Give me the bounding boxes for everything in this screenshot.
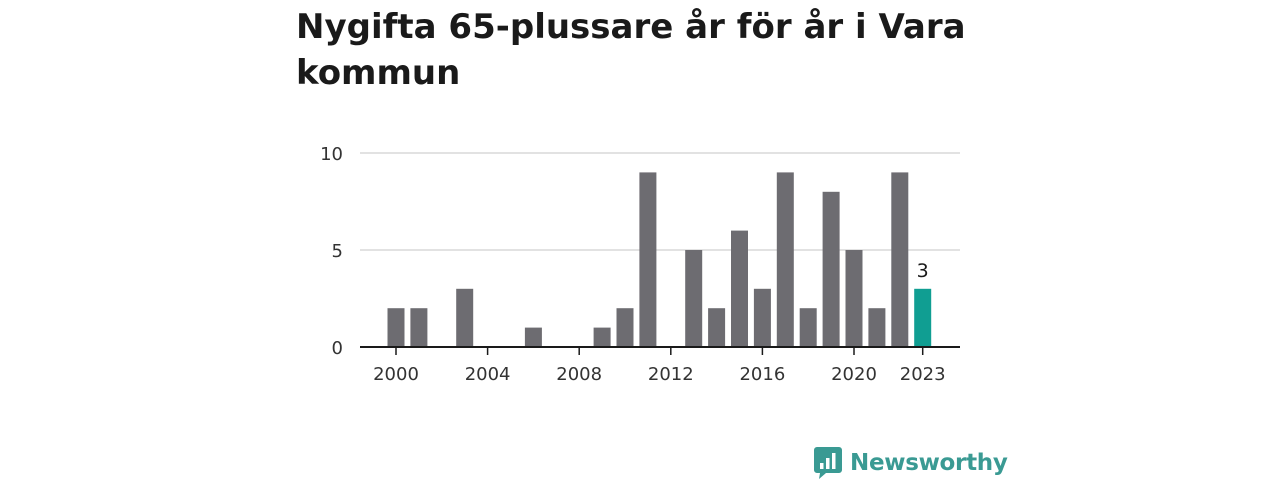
bar (593, 327, 611, 347)
bar (776, 172, 794, 347)
x-tick-label: 2016 (739, 364, 785, 385)
chart-title: Nygifta 65-plussare år för år i Vara kom… (296, 7, 966, 93)
bar (753, 288, 771, 347)
x-axis: 2000 2004 2008 2012 2016 2020 2023 (360, 346, 960, 385)
bar (524, 327, 542, 347)
x-tick-label: 2004 (465, 364, 511, 385)
bar (387, 308, 405, 347)
x-tick-label: 2008 (556, 364, 602, 385)
brand-name: Newsworthy (850, 450, 1008, 476)
data-label: 3 (917, 260, 929, 282)
bar (639, 172, 657, 347)
y-tick-label: 0 (332, 338, 343, 359)
data-labels: 3 (917, 260, 929, 282)
bar (616, 308, 634, 347)
x-tick-label: 2020 (831, 364, 877, 385)
y-axis-ticks: 0 5 10 (320, 144, 343, 359)
bar (731, 230, 748, 347)
bar (822, 191, 840, 347)
bar (456, 288, 474, 347)
bar (845, 250, 863, 347)
bar (410, 308, 428, 347)
bar-chart: 0 5 10 2000 2004 2008 2012 2016 2020 2023 3 (320, 144, 960, 385)
y-tick-label: 5 (332, 241, 343, 262)
newsworthy-logo-icon (814, 447, 842, 479)
bars (387, 172, 932, 347)
bar (868, 308, 886, 347)
x-tick-label: 2000 (373, 364, 419, 385)
gridlines (360, 152, 960, 251)
bar-highlighted (914, 288, 932, 347)
bar (708, 308, 726, 347)
y-tick-label: 10 (320, 144, 343, 165)
newsworthy-brand: Newsworthy (814, 446, 1008, 480)
bar (685, 250, 703, 347)
bar (799, 308, 817, 347)
x-tick-label: 2012 (648, 364, 694, 385)
bar (891, 172, 909, 347)
x-tick-label: 2023 (900, 364, 946, 385)
